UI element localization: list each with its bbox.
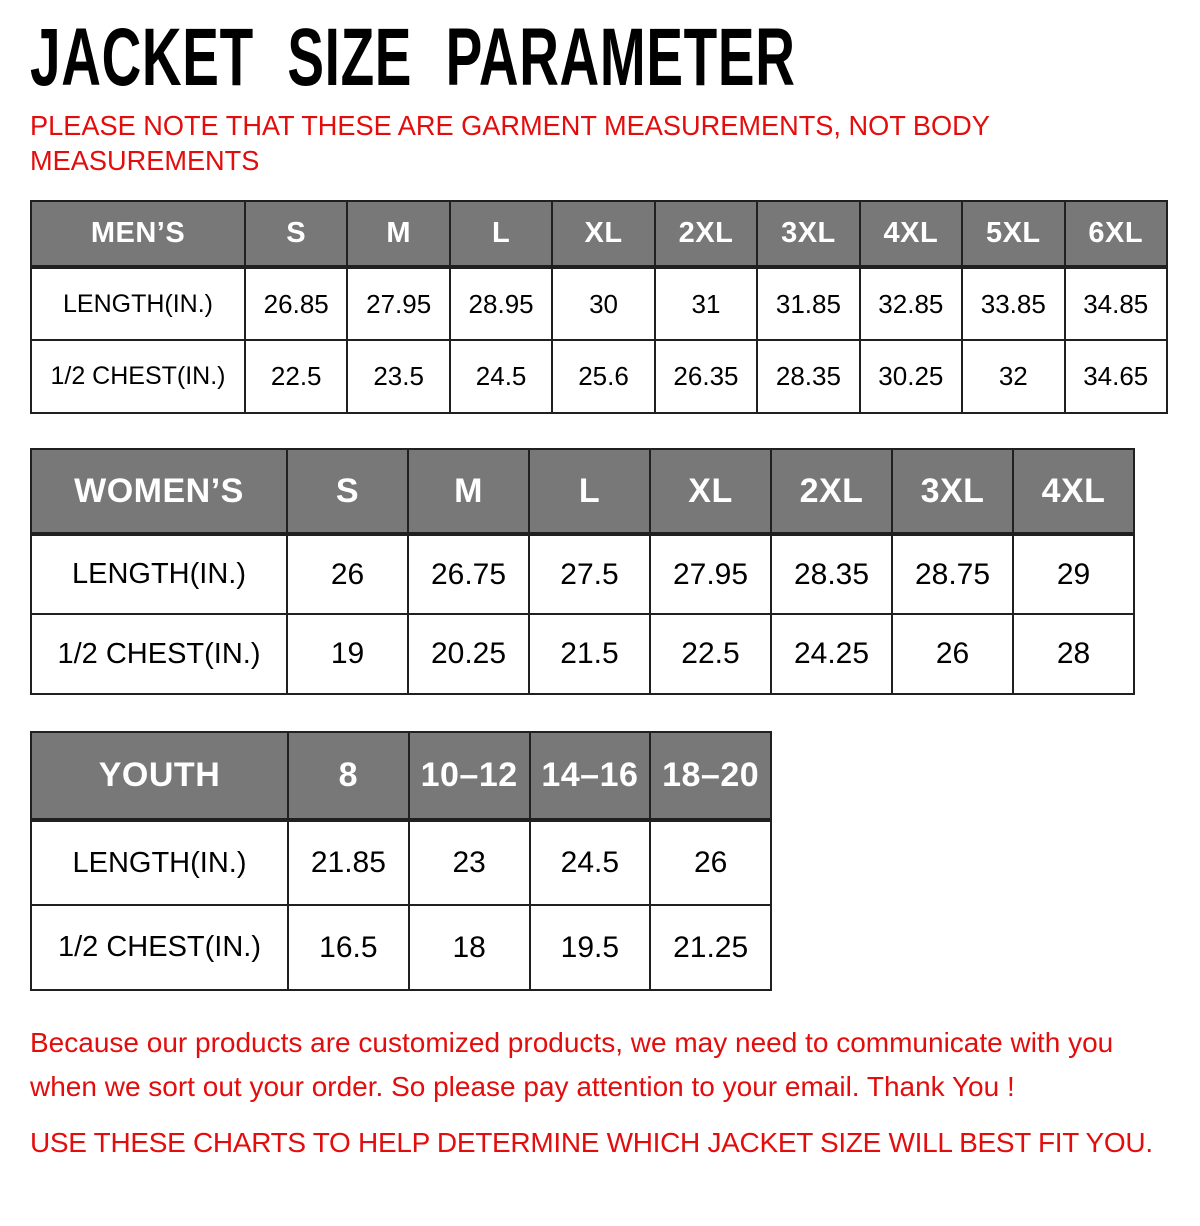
notice-line: when we sort out your order. So please p…: [30, 1071, 1015, 1102]
garment-measurement-note: PLEASE NOTE THAT THESE ARE GARMENT MEASU…: [30, 108, 1136, 178]
value-cell: 27.95: [346, 266, 451, 341]
value-cell: 32.85: [858, 266, 964, 341]
value-cell: 22.5: [649, 613, 772, 695]
group-title-cell: MEN’S: [30, 200, 246, 269]
size-header-cell: M: [407, 448, 530, 536]
value-cell: 27.95: [649, 533, 772, 615]
value-cell: 30.25: [858, 339, 964, 414]
size-header-cell: L: [448, 200, 554, 269]
row-label-cell: LENGTH(IN.): [30, 533, 288, 615]
header-row: WOMEN’S S M L XL 2XL 3XL 4XL: [30, 448, 1135, 536]
row-label-cell: 1/2 CHEST(IN.): [30, 339, 246, 414]
value-cell: 28: [1012, 613, 1135, 695]
value-cell: 24.5: [448, 339, 554, 414]
row-label-cell: 1/2 CHEST(IN.): [30, 613, 288, 695]
measurement-row: 1/2 CHEST(IN.) 22.5 23.5 24.5 25.6 26.35 28.35…: [30, 339, 1168, 414]
value-cell: 26: [649, 819, 772, 906]
row-label-cell: LENGTH(IN.): [30, 819, 289, 906]
value-cell: 26: [286, 533, 409, 615]
size-header-cell: 3XL: [891, 448, 1014, 536]
size-header-cell: 3XL: [756, 200, 861, 269]
youth-table-grid: YOUTH 8 10–12 14–16 18–20 LENGTH(IN.) 21.85 23 2…: [30, 731, 772, 991]
size-header-cell: 14–16: [528, 731, 652, 822]
size-header-cell: S: [243, 200, 349, 269]
value-cell: 16.5: [287, 904, 410, 991]
size-header-cell: 4XL: [1012, 448, 1135, 536]
note-line: MEASUREMENTS: [30, 145, 260, 176]
value-cell: 20.25: [407, 613, 530, 695]
value-cell: 28.35: [770, 533, 893, 615]
value-cell: 18: [407, 904, 531, 991]
value-cell: 24.5: [528, 819, 652, 906]
value-cell: 26.75: [407, 533, 530, 615]
value-cell: 26.35: [653, 339, 759, 414]
value-cell: 27.5: [528, 533, 651, 615]
measurement-row: LENGTH(IN.) 26.85 27.95 28.95 30 31 31.85 32.85…: [30, 266, 1168, 341]
value-cell: 34.65: [1063, 339, 1168, 414]
group-title-cell: YOUTH: [30, 731, 289, 822]
group-title-cell: WOMEN’S: [30, 448, 288, 536]
value-cell: 22.5: [243, 339, 349, 414]
value-cell: 34.85: [1063, 266, 1168, 341]
measurement-row: LENGTH(IN.) 26 26.75 27.5 27.95 28.35 28.75 29: [30, 533, 1135, 615]
size-header-cell: XL: [551, 200, 656, 269]
value-cell: 28.95: [448, 266, 554, 341]
value-cell: 28.35: [756, 339, 861, 414]
size-header-cell: XL: [649, 448, 772, 536]
fit-advice-note: USE THESE CHARTS TO HELP DETERMINE WHICH…: [30, 1127, 1153, 1158]
measurement-row: LENGTH(IN.) 21.85 23 24.5 26: [30, 819, 772, 906]
measurement-row: 1/2 CHEST(IN.) 16.5 18 19.5 21.25: [30, 904, 772, 991]
customization-notice: Because our products are customized prod…: [30, 1021, 1170, 1109]
value-cell: 33.85: [961, 266, 1066, 341]
notice-line: Because our products are customized prod…: [30, 1027, 1114, 1058]
header-row: YOUTH 8 10–12 14–16 18–20: [30, 731, 772, 822]
value-cell: 23.5: [346, 339, 451, 414]
value-cell: 28.75: [891, 533, 1014, 615]
value-cell: 31: [653, 266, 759, 341]
value-cell: 21.25: [649, 904, 772, 991]
value-cell: 26.85: [243, 266, 349, 341]
size-header-cell: L: [528, 448, 651, 536]
size-header-cell: 4XL: [858, 200, 964, 269]
value-cell: 23: [407, 819, 531, 906]
size-header-cell: 10–12: [407, 731, 531, 822]
value-cell: 32: [961, 339, 1066, 414]
page-title: JACKET SIZE PARAMETER: [30, 12, 796, 103]
value-cell: 29: [1012, 533, 1135, 615]
size-header-cell: S: [286, 448, 409, 536]
value-cell: 19: [286, 613, 409, 695]
size-header-cell: 2XL: [653, 200, 759, 269]
value-cell: 19.5: [528, 904, 652, 991]
header-row: MEN’S S M L XL 2XL 3XL 4XL 5XL 6XL: [30, 200, 1168, 269]
size-header-cell: 6XL: [1063, 200, 1168, 269]
note-line: PLEASE NOTE THAT THESE ARE GARMENT MEASU…: [30, 110, 990, 141]
size-header-cell: M: [346, 200, 451, 269]
mens-table-grid: MEN’S S M L XL 2XL 3XL 4XL 5XL 6XL LENGTH(IN.) 26.8…: [30, 200, 1168, 414]
value-cell: 25.6: [551, 339, 656, 414]
value-cell: 31.85: [756, 266, 861, 341]
size-header-cell: 18–20: [649, 731, 772, 822]
row-label-cell: LENGTH(IN.): [30, 266, 246, 341]
measurement-row: 1/2 CHEST(IN.) 19 20.25 21.5 22.5 24.25 26 28: [30, 613, 1135, 695]
value-cell: 24.25: [770, 613, 893, 695]
value-cell: 30: [551, 266, 656, 341]
womens-size-table: WOMEN’S S M L XL 2XL 3XL 4XL LENGTH(IN.) 26 26.75 2…: [30, 448, 1170, 695]
womens-table-grid: WOMEN’S S M L XL 2XL 3XL 4XL LENGTH(IN.) 26 26.75 2…: [30, 448, 1135, 695]
value-cell: 21.5: [528, 613, 651, 695]
value-cell: 21.85: [287, 819, 410, 906]
size-header-cell: 8: [287, 731, 410, 822]
value-cell: 26: [891, 613, 1014, 695]
size-header-cell: 5XL: [961, 200, 1066, 269]
mens-size-table: MEN’S S M L XL 2XL 3XL 4XL 5XL 6XL LENGTH(IN.) 26.8…: [30, 200, 1170, 414]
row-label-cell: 1/2 CHEST(IN.): [30, 904, 289, 991]
youth-size-table: YOUTH 8 10–12 14–16 18–20 LENGTH(IN.) 21.85 23 2…: [30, 731, 1170, 991]
size-parameter-page: JACKET SIZE PARAMETER PLEASE NOTE THAT T…: [0, 12, 1200, 1161]
size-header-cell: 2XL: [770, 448, 893, 536]
